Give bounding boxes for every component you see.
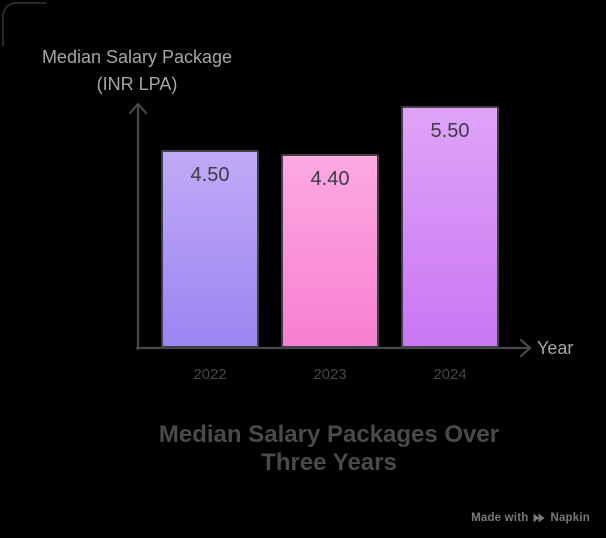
watermark: Made with Napkin [471, 512, 590, 524]
bar-value-label: 4.50 [190, 164, 230, 186]
panel-corner-accent [2, 2, 46, 46]
x-axis-arrow-icon [519, 338, 532, 358]
chart-title-line1: Median Salary Packages Over [158, 421, 500, 448]
bar-value-label: 5.50 [430, 120, 470, 142]
watermark-prefix: Made with [471, 512, 529, 524]
y-axis-title: Median Salary Package (INR LPA) [6, 44, 268, 98]
watermark-brand: Napkin [550, 512, 590, 524]
x-tick-label-2024: 2024 [433, 366, 467, 383]
napkin-logo-icon [533, 513, 545, 523]
bar-2022: 4.50 [161, 150, 259, 348]
y-axis-arrow-icon [128, 102, 148, 115]
y-axis-title-line2: (INR LPA) [96, 74, 178, 94]
bar-2023: 4.40 [281, 154, 379, 348]
x-axis-title: Year [537, 338, 574, 358]
x-tick-label-2023: 2023 [313, 366, 347, 383]
x-tick-label-2022: 2022 [193, 366, 227, 383]
bar-value-label: 4.40 [310, 168, 350, 191]
chart-title: Median Salary Packages Over Three Years [129, 421, 529, 477]
chart-title-line2: Three Years [261, 449, 397, 476]
y-axis-title-line1: Median Salary Package [41, 47, 233, 67]
bar-2024: 5.50 [401, 106, 499, 348]
